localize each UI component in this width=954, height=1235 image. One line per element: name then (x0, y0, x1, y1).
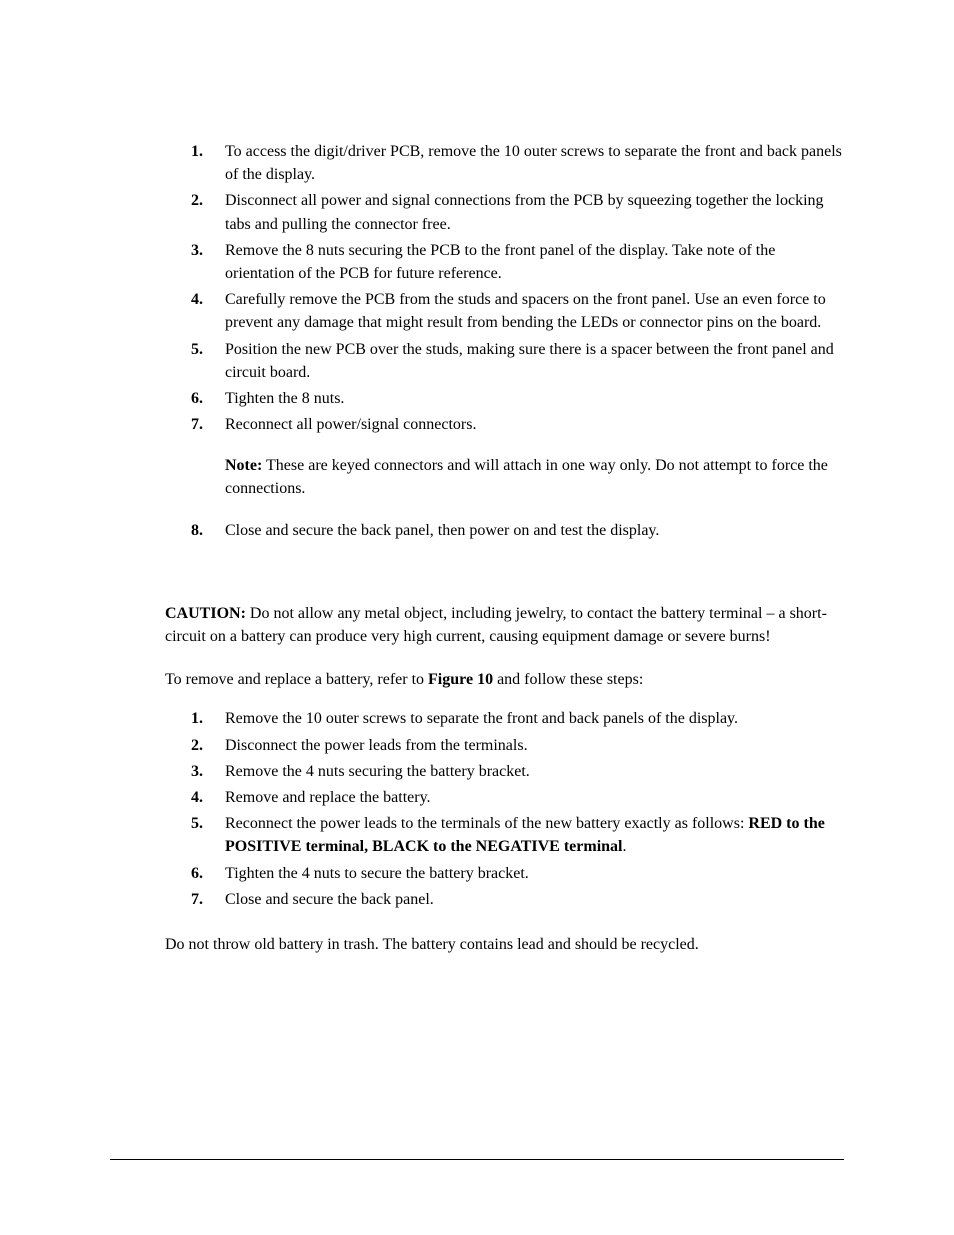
list-item: 1.Remove the 10 outer screws to separate… (225, 707, 844, 730)
caution-label: CAUTION: (165, 605, 246, 622)
list-number: 4. (191, 786, 203, 809)
list-number: 6. (191, 387, 203, 410)
list-number: 3. (191, 760, 203, 783)
list-number: 1. (191, 707, 203, 730)
caution-text: Do not allow any metal object, including… (165, 605, 827, 645)
figure-reference: Figure 10 (428, 671, 493, 688)
intro-post: and follow these steps: (493, 671, 643, 688)
caution-paragraph: CAUTION: Do not allow any metal object, … (165, 602, 844, 648)
list-item: 4.Carefully remove the PCB from the stud… (225, 288, 844, 334)
list-text: Close and secure the back panel. (225, 891, 434, 908)
list-text: Close and secure the back panel, then po… (225, 522, 659, 539)
list-number: 5. (191, 812, 203, 835)
document-page: 1. To access the digit/driver PCB, remove… (0, 0, 954, 1235)
list-text: Position the new PCB over the studs, mak… (225, 341, 834, 381)
list-text: To access the digit/driver PCB, remove t… (225, 143, 842, 183)
list-text: Reconnect all power/signal connectors. (225, 416, 476, 433)
list-number: 5. (191, 338, 203, 361)
procedure-list-battery: 1. Remove the 10 outer screws to separate… (165, 707, 844, 911)
list-number: 3. (191, 239, 203, 262)
list-item: 5.Reconnect the power leads to the termi… (225, 812, 844, 858)
procedure-list-pcb: 1. To access the digit/driver PCB, remove… (165, 140, 844, 436)
list-number: 7. (191, 888, 203, 911)
procedure-list-pcb-tail: 8. Close and secure the back panel, then … (165, 519, 844, 542)
list-text: Remove the 8 nuts securing the PCB to th… (225, 242, 775, 282)
list-number: 2. (191, 189, 203, 212)
list-item: 3.Remove the 8 nuts securing the PCB to … (225, 239, 844, 285)
list-item: 7.Close and secure the back panel. (225, 888, 844, 911)
list-item: 4.Remove and replace the battery. (225, 786, 844, 809)
recycle-paragraph: Do not throw old battery in trash. The b… (165, 933, 844, 956)
list-item: 5.Position the new PCB over the studs, m… (225, 338, 844, 384)
footer-rule (110, 1159, 844, 1160)
list-item: 7.Reconnect all power/signal connectors. (225, 413, 844, 436)
list-text: Remove the 4 nuts securing the battery b… (225, 763, 530, 780)
list-item: 8.Close and secure the back panel, then … (225, 519, 844, 542)
list-text-punct: . (622, 838, 626, 855)
list-text: Tighten the 4 nuts to secure the battery… (225, 865, 529, 882)
intro-pre: To remove and replace a battery, refer t… (165, 671, 428, 688)
note-text: These are keyed connectors and will atta… (225, 457, 828, 497)
list-number: 8. (191, 519, 203, 542)
list-text: Disconnect all power and signal connecti… (225, 192, 824, 232)
list-item: 1.To access the digit/driver PCB, remove… (225, 140, 844, 186)
list-item: 3.Remove the 4 nuts securing the battery… (225, 760, 844, 783)
list-item: 2.Disconnect all power and signal connec… (225, 189, 844, 235)
list-number: 1. (191, 140, 203, 163)
list-text: Reconnect the power leads to the termina… (225, 815, 748, 832)
list-text: Disconnect the power leads from the term… (225, 737, 528, 754)
list-text: Remove the 10 outer screws to separate t… (225, 710, 738, 727)
list-number: 6. (191, 862, 203, 885)
list-item: 6.Tighten the 8 nuts. (225, 387, 844, 410)
list-text: Carefully remove the PCB from the studs … (225, 291, 826, 331)
list-number: 7. (191, 413, 203, 436)
list-number: 2. (191, 734, 203, 757)
list-item: 6.Tighten the 4 nuts to secure the batte… (225, 862, 844, 885)
list-number: 4. (191, 288, 203, 311)
note-label: Note: (225, 457, 262, 474)
list-text: Tighten the 8 nuts. (225, 390, 344, 407)
list-item: 2.Disconnect the power leads from the te… (225, 734, 844, 757)
note-block: Note: These are keyed connectors and wil… (165, 454, 844, 500)
battery-intro-paragraph: To remove and replace a battery, refer t… (165, 668, 844, 691)
list-text: Remove and replace the battery. (225, 789, 431, 806)
